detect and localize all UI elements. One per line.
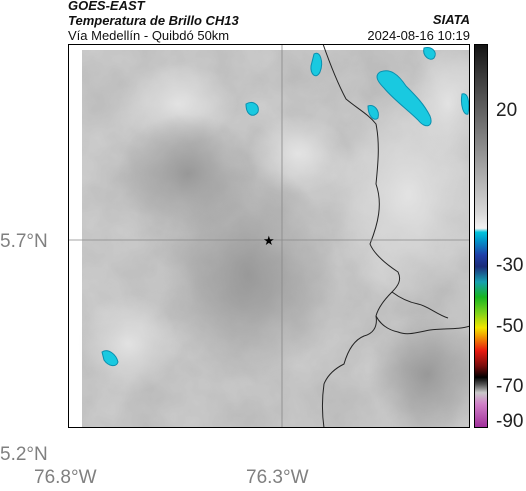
boundary-lines [322,44,470,428]
temperature-colorbar [474,44,488,428]
region-subtitle: Vía Medellín - Quibdó 50km [68,28,230,43]
star-marker-icon: ★ [263,234,275,249]
colorbar-label-minus50: -50 [496,316,524,337]
colorbar-label-minus70: -70 [496,376,524,397]
y-tick-5.2N: 5.2°N [0,444,48,465]
datetime-label: 2024-08-16 10:19 [367,28,470,43]
source-label: SIATA [432,12,470,27]
cold-cloud-tops [101,47,470,367]
colorbar-label-minus30: -30 [496,255,524,276]
x-tick-76.8W: 76.8°W [34,467,97,488]
colorbar-label-minus90: -90 [496,411,524,432]
colorbar-label-20: 20 [496,100,518,121]
product-title: Temperatura de Brillo CH13 [68,13,239,28]
brightness-temperature-map: ★ [68,44,470,428]
x-tick-76.3W: 76.3°W [246,467,309,488]
map-svg: ★ [68,44,470,428]
graticule [68,44,470,428]
satellite-title: GOES-EAST [68,0,145,13]
y-tick-5.7N: 5.7°N [0,231,48,252]
